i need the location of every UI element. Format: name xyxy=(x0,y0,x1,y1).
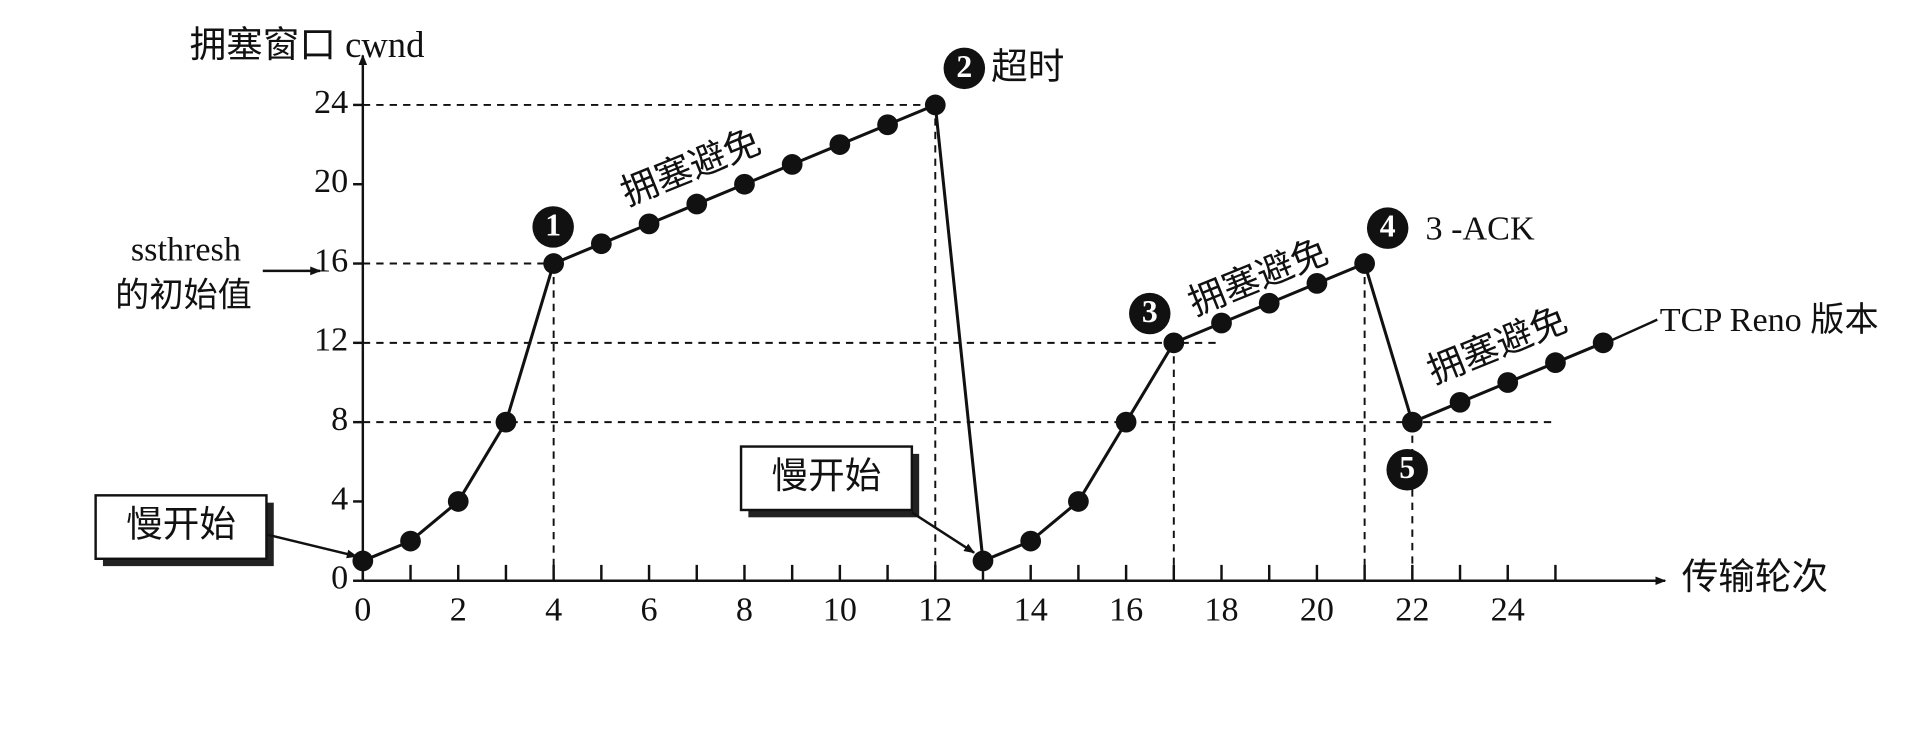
annotation: 的初始值 xyxy=(115,277,252,315)
badge-label: 1 xyxy=(545,207,561,242)
data-point xyxy=(400,530,421,552)
data-point xyxy=(1115,411,1137,433)
x-tick-label: 24 xyxy=(1491,591,1525,628)
x-tick-label: 22 xyxy=(1395,591,1429,628)
y-tick-label: 16 xyxy=(314,242,348,279)
data-point xyxy=(924,94,946,116)
data-point xyxy=(1401,411,1423,433)
data-point xyxy=(686,193,708,215)
data-point xyxy=(495,411,517,433)
x-tick-label: 0 xyxy=(354,591,371,628)
badge-label: 4 xyxy=(1380,209,1396,244)
data-point xyxy=(1163,332,1185,354)
data-point xyxy=(829,134,851,155)
data-point xyxy=(1306,272,1328,294)
data-point xyxy=(1354,253,1375,274)
leader xyxy=(1608,318,1658,343)
data-point xyxy=(1449,391,1471,413)
y-axis-label: 拥塞窗口 cwnd xyxy=(190,24,425,65)
data-point xyxy=(1545,352,1566,374)
badge-label: 2 xyxy=(956,49,972,84)
x-tick-label: 14 xyxy=(1014,591,1048,628)
annotation: TCP Reno 版本 xyxy=(1660,301,1879,339)
y-tick-label: 20 xyxy=(314,163,348,200)
y-tick-label: 24 xyxy=(314,84,348,121)
annotation: 3 -ACK xyxy=(1426,211,1535,248)
annotation: 超时 xyxy=(991,46,1064,87)
badge xyxy=(1386,448,1428,491)
badge xyxy=(1129,292,1171,335)
y-tick-label: 4 xyxy=(331,480,348,517)
x-tick-label: 10 xyxy=(823,591,857,628)
data-point xyxy=(781,154,803,175)
x-tick-label: 18 xyxy=(1204,591,1238,628)
annotation: ssthresh xyxy=(131,231,241,268)
x-axis-label: 传输轮次 xyxy=(1682,556,1828,597)
data-point xyxy=(1020,530,1042,552)
box xyxy=(739,445,914,512)
data-point xyxy=(1497,372,1519,393)
data-point xyxy=(638,213,660,235)
annotation: 拥塞避免 xyxy=(1422,299,1573,392)
data-point xyxy=(1258,292,1280,314)
arrow xyxy=(266,533,358,559)
data-point xyxy=(543,253,565,274)
badge-label: 5 xyxy=(1399,450,1415,485)
data-point xyxy=(1211,312,1232,334)
x-tick-label: 12 xyxy=(918,591,952,628)
x-tick-label: 4 xyxy=(545,591,562,628)
badge xyxy=(943,47,986,90)
data-point xyxy=(352,550,374,572)
data-point xyxy=(447,491,469,512)
data-point xyxy=(1068,491,1089,512)
x-tick-label: 8 xyxy=(736,591,753,628)
y-tick-label: 0 xyxy=(331,560,348,597)
data-point xyxy=(877,114,898,136)
box xyxy=(94,494,268,561)
series-line xyxy=(362,102,1604,564)
data-point xyxy=(972,550,994,572)
annotation: 慢开始 xyxy=(772,455,882,496)
badge-label: 3 xyxy=(1142,294,1158,329)
x-tick-label: 16 xyxy=(1109,591,1143,628)
badge xyxy=(1366,207,1409,249)
x-tick-label: 6 xyxy=(641,591,658,628)
data-point xyxy=(734,173,755,195)
data-point xyxy=(590,233,612,255)
annotation: 慢开始 xyxy=(126,504,236,545)
badge xyxy=(532,206,574,248)
x-tick-label: 20 xyxy=(1300,591,1334,628)
y-tick-label: 8 xyxy=(331,401,348,438)
data-point xyxy=(1592,332,1614,354)
y-tick-label: 12 xyxy=(314,322,348,359)
arrow xyxy=(911,511,976,554)
x-tick-label: 2 xyxy=(450,591,467,628)
